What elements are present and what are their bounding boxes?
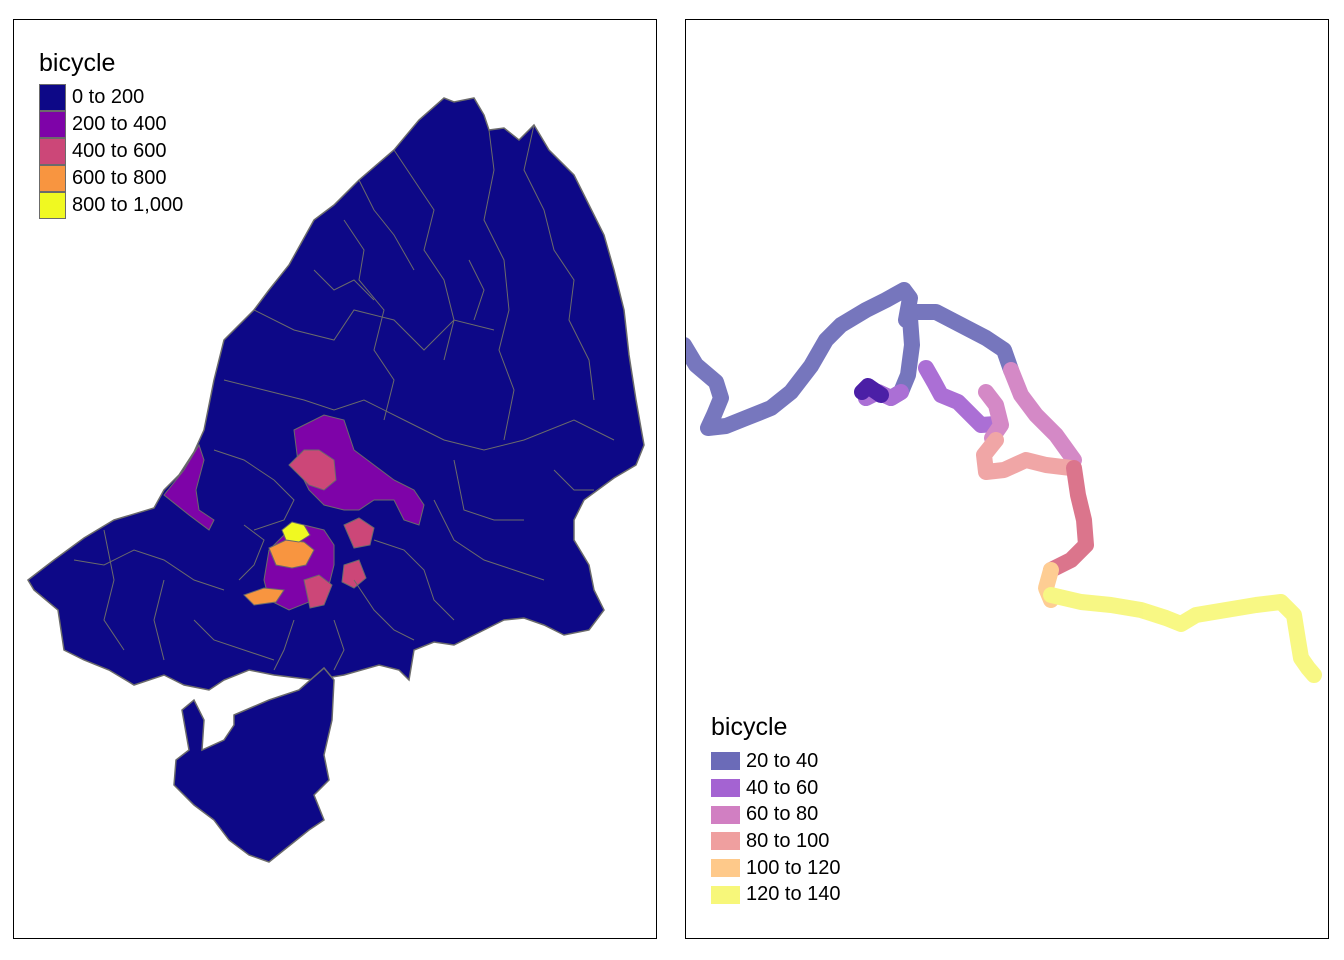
legend-item: 800 to 1,000 [39,192,183,219]
zone-400-600-a [288,449,337,491]
legend-item: 80 to 100 [711,828,841,855]
zone-200-400-west [163,443,215,531]
zone-200-400-north [293,414,425,526]
route-segment-80-100-dark [1043,460,1094,578]
legend-item: 20 to 40 [711,748,841,775]
legend-label: 800 to 1,000 [72,194,184,216]
legend-swatch [711,832,740,851]
legend-label: 40 to 60 [746,776,819,799]
choropleth-map-panel: bicycle 0 to 200 200 to 400 400 to 600 6… [13,19,657,939]
legend-swatch [39,84,66,111]
legend-label: 100 to 120 [746,856,841,879]
zone-400-600-c [303,574,333,609]
legend-swatch [711,752,740,771]
route-map [686,282,1322,683]
ward-boundaries [73,124,615,671]
route-segment-20-40 [686,282,1019,436]
legend-item: 600 to 800 [39,165,183,192]
route-map-panel: bicycle 20 to 40 40 to 60 60 to 80 80 to… [685,19,1329,939]
zone-400-600-d [341,559,367,589]
legend-label: 60 to 80 [746,803,819,826]
legend-label: 600 to 800 [72,167,167,189]
zone-400-600-b [343,517,375,549]
legend-label: 400 to 600 [72,140,167,162]
legend-label: 20 to 40 [746,749,819,772]
region-outline-south [173,666,335,863]
legend-swatch [711,805,740,824]
legend-item: 200 to 400 [39,111,183,138]
legend-item: 60 to 80 [711,801,841,828]
route-segment-60-80 [1003,362,1082,468]
legend-title: bicycle [711,713,788,741]
legend-left: bicycle 0 to 200 200 to 400 400 to 600 6… [39,48,183,219]
legend-label: 120 to 140 [746,883,841,906]
route-segment-dark-short [854,378,889,403]
legend-item: 120 to 140 [711,881,841,908]
legend-item: 0 to 200 [39,84,183,111]
legend-swatch [711,779,740,798]
legend-right: bicycle 20 to 40 40 to 60 60 to 80 80 to… [711,712,841,908]
legend-swatch [39,111,66,138]
region-outline-main [27,97,645,691]
zone-600-800-southwest [243,587,285,606]
legend-label: 200 to 400 [72,113,167,135]
legend-item: 100 to 120 [711,855,841,882]
legend-swatch [39,192,66,219]
legend-swatch [711,859,740,878]
legend-item: 40 to 60 [711,775,841,802]
legend-swatch [39,165,66,192]
route-segment-120-140 [1043,587,1322,683]
legend-swatch [711,885,740,904]
legend-title: bicycle [39,49,116,77]
legend-swatch [39,138,66,165]
legend-label: 80 to 100 [746,829,830,852]
legend-label: 0 to 200 [72,86,145,108]
route-segment-60-80-loop [978,384,1009,446]
choropleth-map [27,97,645,863]
route-segment-80-100 [976,432,1079,480]
legend-item: 400 to 600 [39,138,183,165]
zone-800-1000 [281,521,311,543]
